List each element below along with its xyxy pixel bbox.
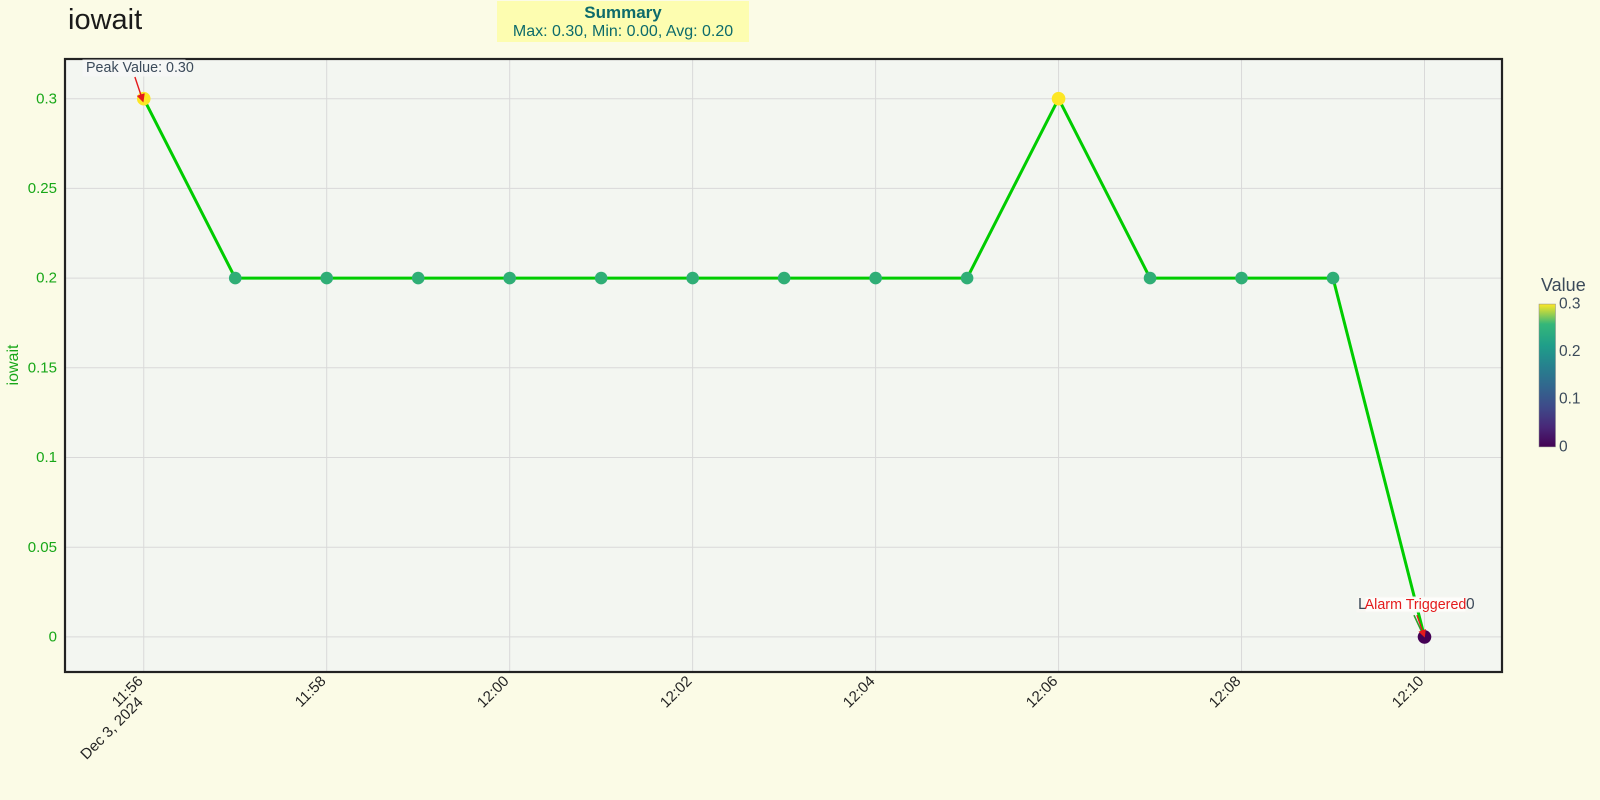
svg-text:0.1: 0.1 xyxy=(1559,391,1581,408)
svg-text:0: 0 xyxy=(1559,438,1568,455)
svg-text:Peak Value: 0.30: Peak Value: 0.30 xyxy=(86,60,194,76)
svg-text:0: 0 xyxy=(49,629,57,646)
svg-text:11:58: 11:58 xyxy=(292,673,330,711)
svg-text:Alarm Triggered: Alarm Triggered xyxy=(1365,597,1467,613)
svg-text:iowait: iowait xyxy=(5,344,22,385)
svg-text:0.05: 0.05 xyxy=(28,539,57,556)
svg-text:0.1: 0.1 xyxy=(36,449,57,466)
svg-text:12:10: 12:10 xyxy=(1389,673,1428,712)
svg-text:0.25: 0.25 xyxy=(28,180,57,197)
svg-text:0.2: 0.2 xyxy=(36,270,57,287)
svg-text:0.2: 0.2 xyxy=(1559,343,1581,360)
svg-text:Dec 3, 2024: Dec 3, 2024 xyxy=(77,694,146,763)
svg-text:12:08: 12:08 xyxy=(1206,673,1245,712)
svg-text:12:04: 12:04 xyxy=(840,673,879,712)
svg-text:12:00: 12:00 xyxy=(474,673,513,712)
svg-text:Value: Value xyxy=(1541,275,1586,295)
svg-text:0.15: 0.15 xyxy=(28,359,57,376)
svg-text:0: 0 xyxy=(1466,596,1475,613)
svg-text:0.3: 0.3 xyxy=(36,90,57,107)
svg-text:12:02: 12:02 xyxy=(657,673,696,712)
svg-text:12:06: 12:06 xyxy=(1023,673,1062,712)
svg-text:0.3: 0.3 xyxy=(1559,296,1581,313)
